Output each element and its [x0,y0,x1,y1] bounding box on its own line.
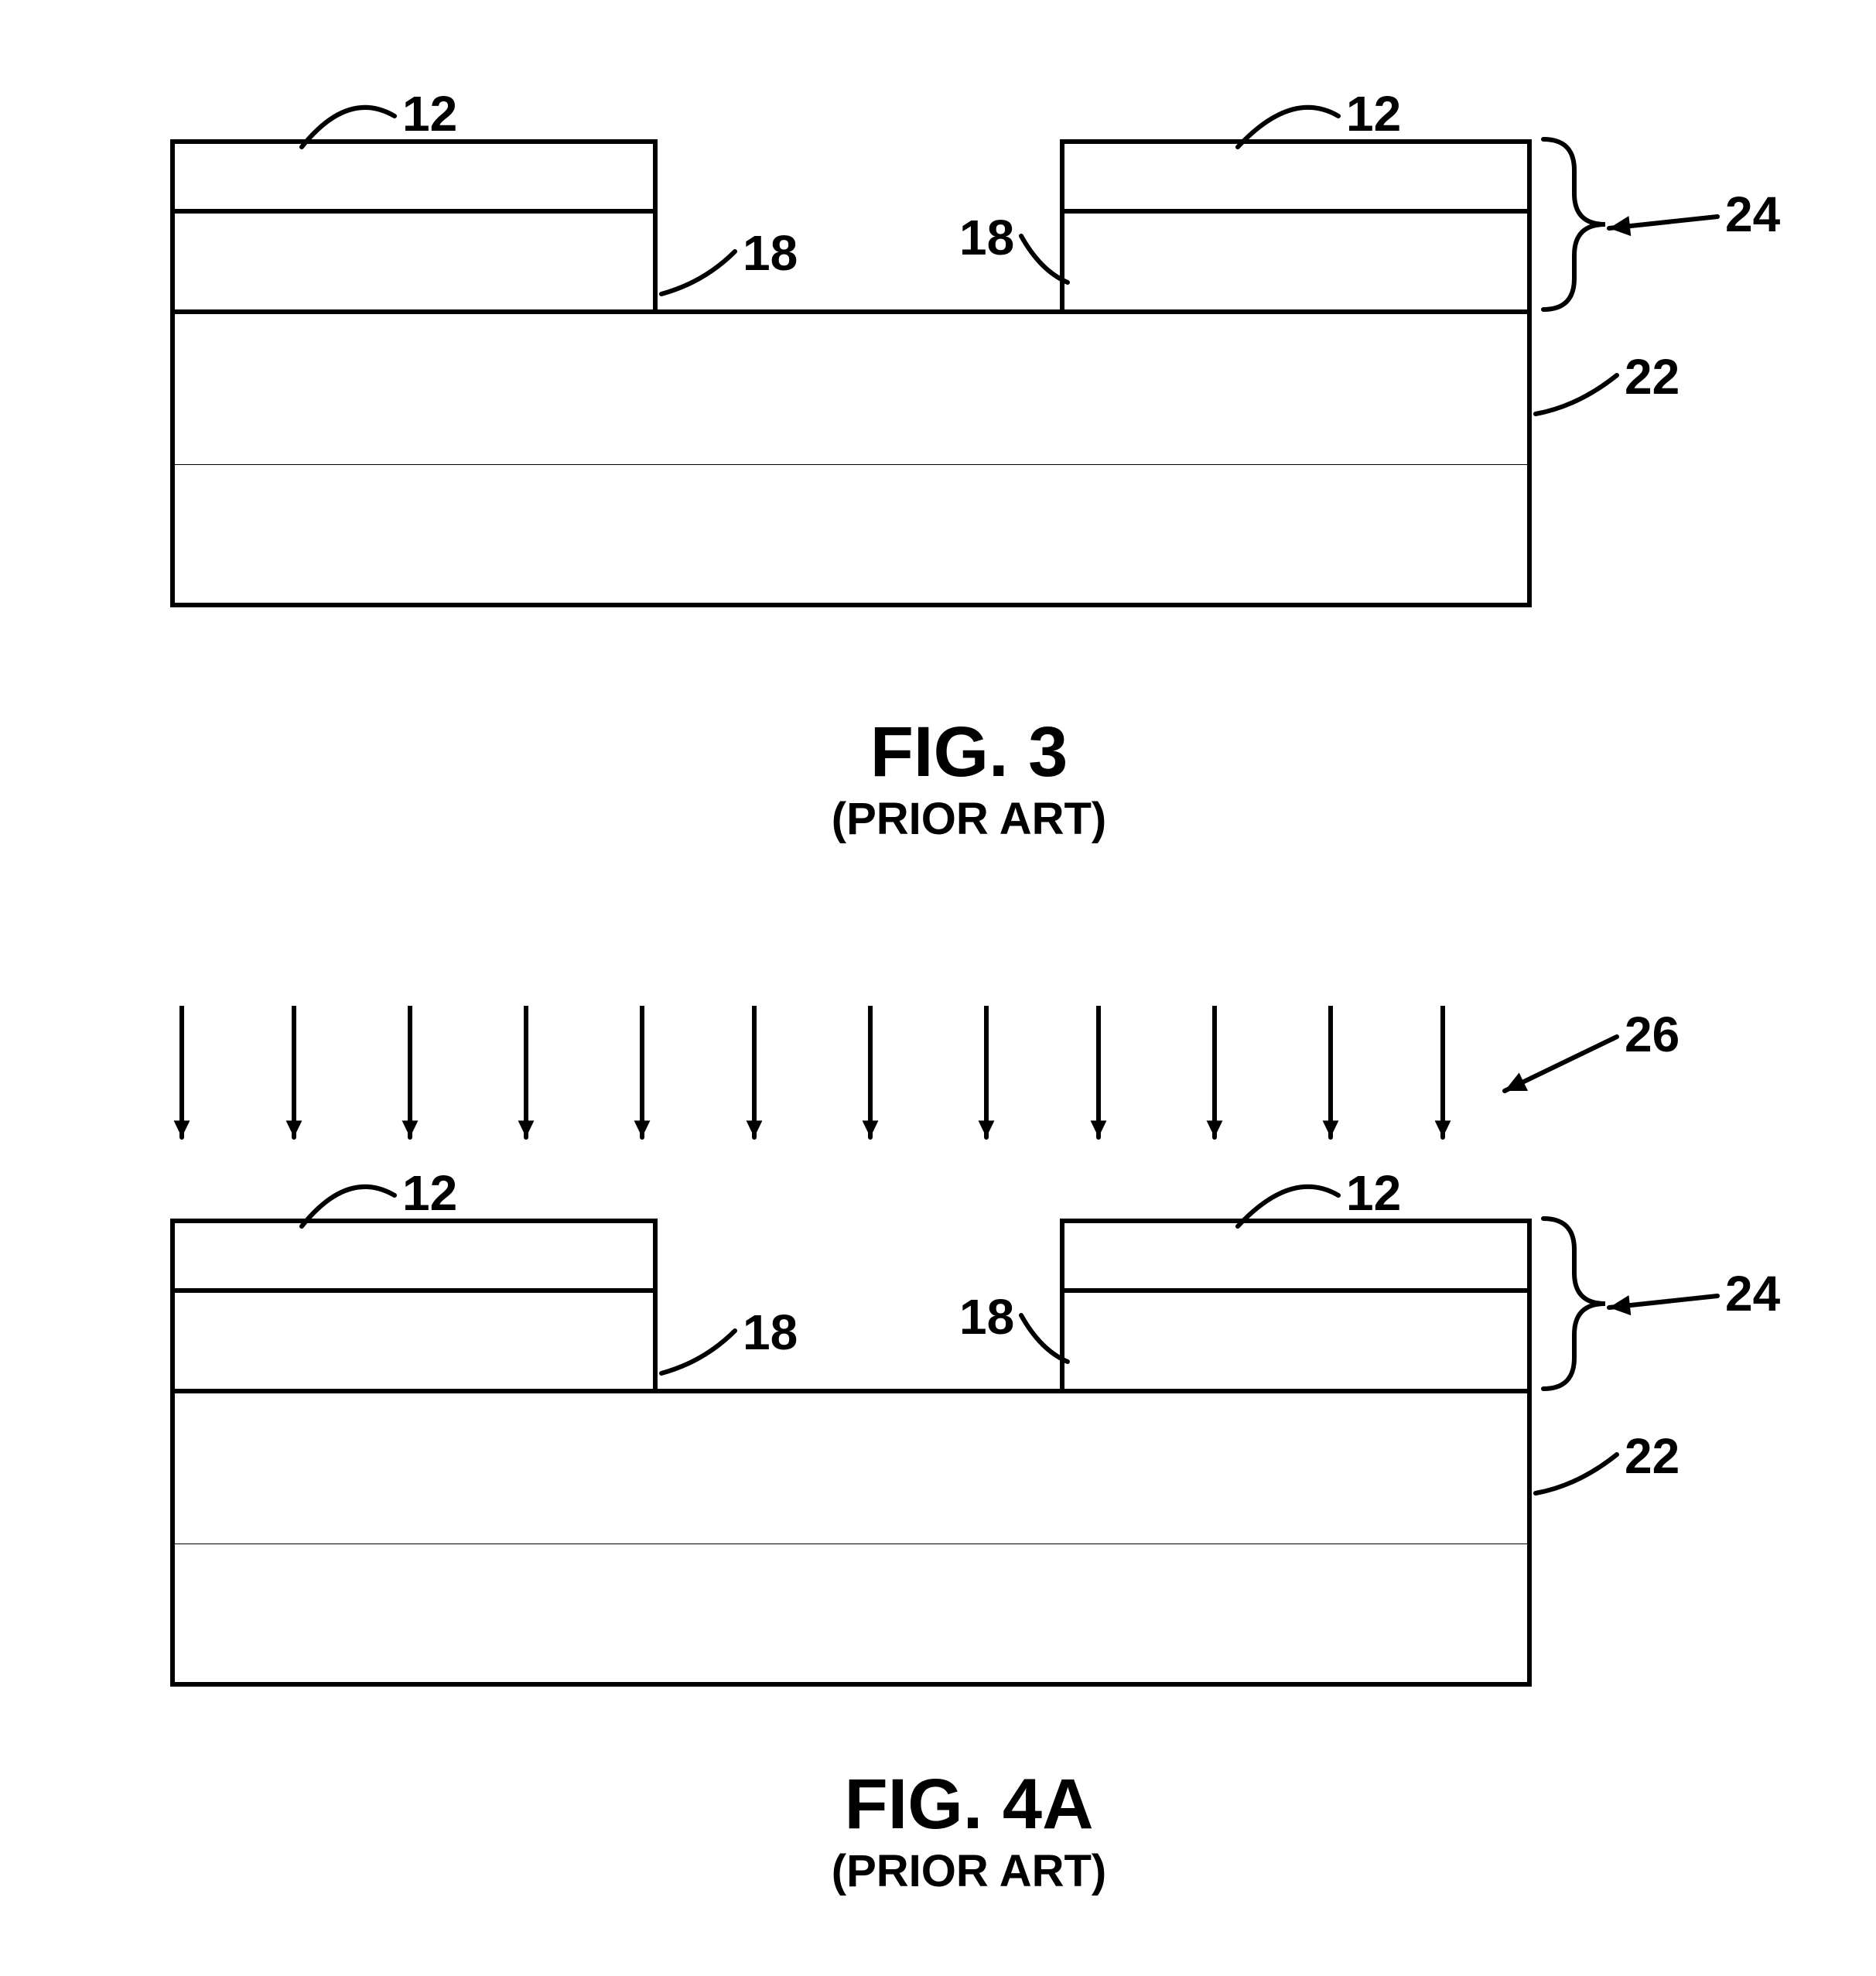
fig3-left-stack-div [170,209,658,214]
fig3-substrate [170,460,1532,607]
fig3-caption-title: FIG. 3 [31,712,1876,793]
figure-4a: 22 24 12 12 18 18 26 FIG. 4A (PRIOR ART) [31,1006,1876,1897]
fig3-label-12_left: 12 [402,85,457,142]
fig4a-layer-22 [170,1389,1532,1544]
fig4a-diagram: 22 24 12 12 18 18 26 [31,1006,1876,1749]
fig3-label-18_right: 18 [959,209,1014,266]
fig3-caption: FIG. 3 (PRIOR ART) [31,712,1876,845]
fig4a-caption: FIG. 4A (PRIOR ART) [31,1764,1876,1897]
fig4a-label-18_right: 18 [959,1288,1014,1345]
fig3-caption-sub: (PRIOR ART) [31,793,1876,845]
fig4a-label-24: 24 [1725,1265,1780,1322]
fig4a-label-26: 26 [1625,1006,1680,1063]
fig4a-label-18_left: 18 [743,1304,798,1361]
fig4a-label-12_right: 12 [1346,1164,1401,1222]
fig4a-left-stack-div [170,1288,658,1293]
fig4a-label-12_left: 12 [402,1164,457,1222]
fig4a-caption-title: FIG. 4A [31,1764,1876,1845]
fig4a-right-stack [1060,1219,1532,1389]
fig3-diagram: 222412121818 [31,93,1876,696]
fig4a-label-22: 22 [1625,1427,1680,1485]
fig4a-right-stack-div [1060,1288,1532,1293]
fig3-right-stack [1060,139,1532,309]
fig3-label-22: 22 [1625,348,1680,405]
page: 22 24 12 12 18 18 FIG. 3 (PRIOR ART) 22 24 12 12… [31,31,1876,1945]
fig3-left-stack [170,139,658,309]
fig3-label-24: 24 [1725,186,1780,243]
fig3-layer-22 [170,309,1532,464]
fig3-right-stack-div [1060,209,1532,214]
fig4a-substrate [170,1540,1532,1687]
figure-3: 222412121818 FIG. 3 (PRIOR ART) [31,93,1876,845]
fig4a-left-stack [170,1219,658,1389]
fig3-label-12_right: 12 [1346,85,1401,142]
fig3-label-18_left: 18 [743,224,798,282]
fig4a-caption-sub: (PRIOR ART) [31,1845,1876,1897]
